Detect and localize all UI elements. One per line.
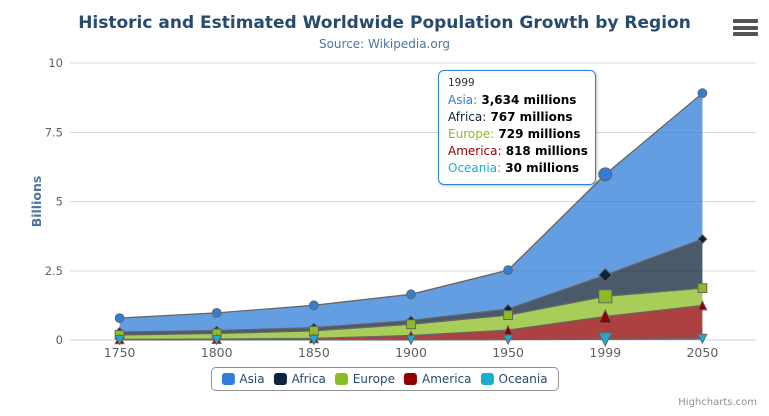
marker-oceania-1900[interactable] — [405, 334, 417, 346]
legend-item-africa[interactable]: Africa — [273, 372, 326, 386]
marker-oceania-2050[interactable] — [697, 333, 708, 345]
tooltip-series-value: 729 millions — [494, 127, 581, 141]
legend-item-europe[interactable]: Europe — [334, 372, 396, 386]
legend-item-asia[interactable]: Asia — [221, 372, 265, 386]
marker-oceania-1950[interactable] — [502, 334, 514, 346]
legend-symbol-africa — [273, 373, 287, 385]
x-axis-label: 1900 — [395, 345, 427, 360]
legend-item-america[interactable]: America — [404, 372, 472, 386]
y-axis-label: 2.5 — [45, 264, 63, 278]
marker-asia-1999[interactable] — [598, 167, 613, 182]
legend-symbol-europe — [334, 373, 348, 385]
legend-symbol-oceania — [480, 373, 494, 385]
menu-bar — [733, 19, 758, 23]
menu-bar — [733, 32, 758, 36]
y-axis-label: 7.5 — [45, 125, 63, 139]
marker-asia-2050[interactable] — [697, 88, 708, 99]
y-axis-label: 10 — [48, 56, 63, 70]
y-axis-label: 0 — [56, 333, 63, 347]
tooltip-series-value: 3,634 millions — [477, 93, 577, 107]
x-axis-label: 1750 — [104, 345, 136, 360]
marker-america-1999[interactable] — [597, 308, 613, 324]
tooltip-series-value: 30 millions — [501, 161, 580, 175]
marker-asia-1900[interactable] — [406, 289, 416, 300]
tooltip: 1999 Asia: 3,634 millions Africa: 767 mil… — [438, 70, 596, 185]
marker-asia-1750[interactable] — [114, 313, 125, 324]
tooltip-header: 1999 — [448, 77, 475, 89]
marker-europe-1950[interactable] — [503, 310, 514, 321]
tooltip-row-oceania: Oceania: 30 millions — [448, 160, 586, 177]
legend-label: Europe — [352, 372, 396, 386]
marker-asia-1850[interactable] — [309, 300, 319, 311]
marker-africa-1999[interactable] — [598, 267, 613, 283]
x-axis-label: 2050 — [686, 345, 718, 360]
marker-asia-1800[interactable] — [211, 308, 222, 318]
marker-europe-1999[interactable] — [598, 289, 613, 304]
x-axis-label: 1950 — [492, 345, 524, 360]
legend-label: Oceania — [498, 372, 548, 386]
tooltip-row-asia: Asia: 3,634 millions — [448, 92, 586, 109]
tooltip-series-name: Europe: — [448, 127, 495, 141]
marker-america-1950[interactable] — [502, 324, 514, 336]
menu-bar — [733, 25, 758, 30]
tooltip-row-europe: Europe: 729 millions — [448, 126, 586, 143]
tooltip-series-name: Africa: — [448, 110, 487, 124]
chart-title: Historic and Estimated Worldwide Populat… — [78, 13, 691, 33]
marker-europe-1900[interactable] — [406, 319, 416, 330]
y-axis-title: Billions — [29, 175, 44, 228]
marker-oceania-1850[interactable] — [308, 335, 320, 346]
area-asia[interactable] — [119, 93, 703, 332]
x-axis-label: 1850 — [298, 345, 330, 360]
tooltip-series-name: Oceania: — [448, 161, 502, 175]
tooltip-row-africa: Africa: 767 millions — [448, 109, 586, 126]
area-america[interactable] — [119, 305, 703, 340]
area-africa[interactable] — [119, 239, 703, 335]
legend-label: Asia — [239, 372, 265, 386]
legend-item-oceania[interactable]: Oceania — [480, 372, 548, 386]
marker-america-2050[interactable] — [697, 299, 708, 311]
legend: Asia Africa Europe America Oceania — [210, 367, 559, 391]
legend-label: Africa — [291, 372, 326, 386]
marker-oceania-1750[interactable] — [114, 335, 125, 346]
chart-subtitle: Source: Wikipedia.org — [318, 37, 451, 51]
tooltip-row-america: America: 818 millions — [448, 143, 588, 160]
hamburger-menu-icon[interactable] — [733, 19, 758, 36]
marker-oceania-1999[interactable] — [597, 332, 613, 347]
credits-link[interactable]: Highcharts.com — [678, 397, 757, 408]
x-axis-label: 1999 — [589, 345, 621, 360]
tooltip-series-value: 818 millions — [501, 144, 588, 158]
marker-europe-2050[interactable] — [697, 283, 708, 294]
x-axis-label: 1800 — [201, 345, 233, 360]
legend-label: America — [422, 372, 472, 386]
tooltip-series-name: America: — [448, 144, 502, 158]
marker-africa-2050[interactable] — [697, 233, 708, 245]
marker-asia-1950[interactable] — [503, 265, 514, 276]
marker-oceania-1800[interactable] — [211, 335, 222, 346]
legend-symbol-america — [404, 373, 418, 385]
tooltip-series-name: Asia: — [448, 93, 478, 107]
y-axis-label: 5 — [56, 195, 63, 209]
tooltip-series-value: 767 millions — [486, 110, 573, 124]
legend-symbol-asia — [221, 373, 235, 385]
